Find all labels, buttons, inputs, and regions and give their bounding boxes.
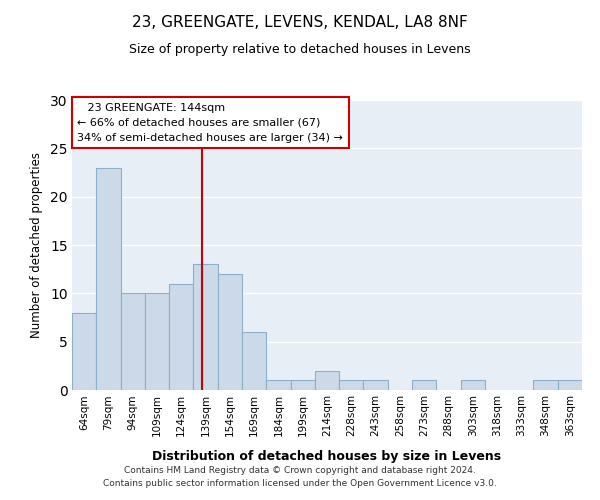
Y-axis label: Number of detached properties: Number of detached properties: [30, 152, 43, 338]
Bar: [242, 332, 266, 390]
Bar: [533, 380, 558, 390]
Bar: [96, 168, 121, 390]
Bar: [412, 380, 436, 390]
X-axis label: Distribution of detached houses by size in Levens: Distribution of detached houses by size …: [152, 450, 502, 463]
Bar: [193, 264, 218, 390]
Bar: [558, 380, 582, 390]
Text: Size of property relative to detached houses in Levens: Size of property relative to detached ho…: [129, 42, 471, 56]
Bar: [315, 370, 339, 390]
Text: 23, GREENGATE, LEVENS, KENDAL, LA8 8NF: 23, GREENGATE, LEVENS, KENDAL, LA8 8NF: [132, 15, 468, 30]
Bar: [121, 294, 145, 390]
Bar: [145, 294, 169, 390]
Bar: [339, 380, 364, 390]
Bar: [72, 312, 96, 390]
Bar: [218, 274, 242, 390]
Text: 23 GREENGATE: 144sqm   
← 66% of detached houses are smaller (67)
34% of semi-de: 23 GREENGATE: 144sqm ← 66% of detached h…: [77, 103, 343, 142]
Text: Contains HM Land Registry data © Crown copyright and database right 2024.
Contai: Contains HM Land Registry data © Crown c…: [103, 466, 497, 487]
Bar: [290, 380, 315, 390]
Bar: [266, 380, 290, 390]
Bar: [169, 284, 193, 390]
Bar: [364, 380, 388, 390]
Bar: [461, 380, 485, 390]
